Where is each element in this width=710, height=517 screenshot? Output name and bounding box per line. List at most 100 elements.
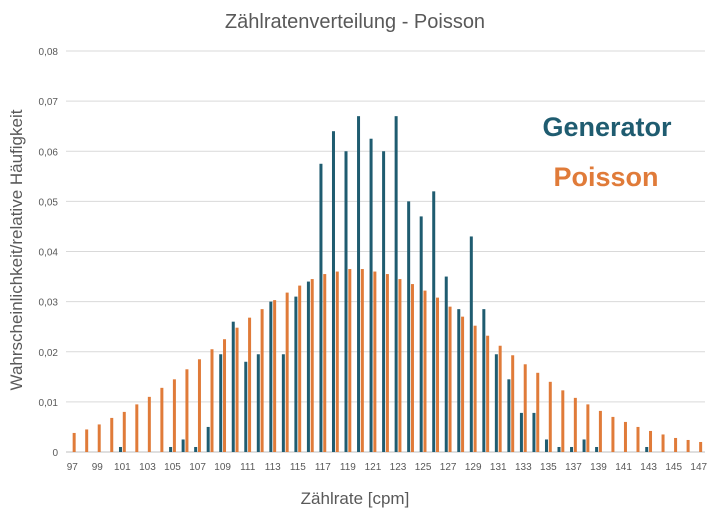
gridlines — [66, 50, 705, 453]
bar-poisson-126 — [436, 297, 440, 452]
bar-poisson-97 — [72, 432, 76, 452]
x-tick-label: 97 — [67, 462, 79, 473]
x-tick-label: 131 — [490, 462, 507, 473]
bar-poisson-107 — [197, 359, 201, 452]
y-tick-label: 0 — [52, 448, 58, 459]
bar-generator-139 — [595, 446, 599, 452]
x-tick-label: 123 — [390, 462, 407, 473]
bar-poisson-105 — [172, 379, 176, 452]
bar-generator-143 — [645, 446, 649, 452]
bar-generator-119 — [344, 151, 348, 452]
bar-poisson-123 — [398, 279, 402, 452]
bar-generator-133 — [519, 412, 523, 452]
bar-poisson-144 — [661, 434, 665, 452]
bar-poisson-135 — [548, 381, 552, 452]
bar-generator-122 — [382, 151, 386, 452]
bar-poisson-132 — [511, 355, 515, 452]
x-tick-label: 107 — [189, 462, 206, 473]
bar-poisson-131 — [498, 345, 502, 452]
x-tick-label: 135 — [540, 462, 557, 473]
bar-poisson-140 — [611, 416, 615, 452]
bar-generator-113 — [269, 301, 273, 453]
x-tick-label: 117 — [315, 462, 331, 473]
bar-generator-101 — [118, 446, 122, 452]
x-tick-label: 111 — [240, 462, 256, 473]
bar-generator-132 — [507, 379, 511, 452]
y-axis-title: Wahrscheinlichkeit/relative Häufigkeit — [7, 109, 26, 390]
bar-generator-120 — [357, 116, 361, 452]
bar-generator-116 — [306, 281, 310, 452]
bar-poisson-106 — [185, 369, 189, 452]
y-tick-label: 0,03 — [39, 298, 59, 309]
x-tick-label: 101 — [114, 462, 131, 473]
chart-title: Zählratenverteilung - Poisson — [225, 11, 485, 33]
bar-poisson-124 — [410, 284, 414, 452]
x-tick-labels: 97 99 101 103 105 107 109 111 113 115 117 119 121 123… — [67, 462, 708, 473]
bar-generator-129 — [469, 236, 473, 452]
bar-generator-124 — [407, 201, 411, 453]
x-tick-label: 141 — [615, 462, 632, 473]
bar-generator-109 — [219, 354, 223, 452]
bar-poisson-113 — [273, 300, 277, 452]
bar-generator-126 — [432, 191, 436, 452]
x-tick-label: 147 — [690, 462, 707, 473]
bar-generator-112 — [256, 354, 260, 452]
bar-generator-137 — [570, 446, 574, 452]
bar-generator-117 — [319, 163, 323, 452]
bar-generator-123 — [394, 116, 398, 452]
x-tick-label: 143 — [640, 462, 657, 473]
bar-generator-106 — [181, 439, 185, 452]
bar-poisson-118 — [335, 271, 339, 452]
bar-poisson-130 — [486, 335, 490, 452]
bar-poisson-98 — [85, 429, 89, 452]
bar-poisson-103 — [147, 396, 151, 452]
bar-poisson-129 — [473, 325, 477, 452]
bar-poisson-121 — [373, 271, 377, 452]
bar-generator-134 — [532, 412, 536, 452]
bar-generator-108 — [206, 426, 210, 452]
bar-poisson-100 — [110, 417, 114, 452]
bar-poisson-120 — [360, 269, 364, 452]
bar-poisson-125 — [423, 290, 427, 452]
x-tick-label: 121 — [365, 462, 382, 473]
y-tick-label: 0,05 — [39, 197, 59, 208]
bar-poisson-114 — [285, 292, 289, 452]
x-tick-label: 109 — [214, 462, 231, 473]
bar-generator-138 — [582, 439, 586, 452]
bar-poisson-122 — [385, 274, 389, 452]
bar-generator-121 — [369, 138, 373, 452]
bar-poisson-108 — [210, 349, 214, 452]
bar-poisson-147 — [699, 441, 703, 452]
bar-poisson-146 — [686, 439, 690, 452]
y-tick-label: 0,07 — [39, 97, 59, 108]
bar-generator-111 — [244, 361, 248, 452]
legend-generator: Generator — [542, 112, 672, 142]
bar-generator-110 — [231, 321, 235, 452]
bar-poisson-139 — [598, 410, 602, 452]
x-tick-label: 145 — [665, 462, 682, 473]
x-axis-title: Zählrate [cpm] — [301, 489, 410, 508]
bar-poisson-141 — [623, 421, 627, 452]
x-tick-label: 137 — [565, 462, 582, 473]
bar-generator-135 — [544, 439, 548, 452]
bar-poisson-111 — [248, 317, 252, 452]
bar-poisson-101 — [122, 411, 126, 452]
bar-generator-136 — [557, 446, 561, 452]
bar-poisson-145 — [674, 437, 678, 452]
bar-poisson-110 — [235, 327, 239, 452]
bar-generator-130 — [482, 309, 486, 452]
y-tick-label: 0,06 — [39, 147, 59, 158]
bar-poisson-117 — [323, 274, 327, 452]
bar-poisson-115 — [298, 285, 302, 452]
bar-generator-128 — [457, 309, 461, 452]
bar-generator-107 — [194, 446, 198, 452]
y-tick-label: 0,08 — [39, 47, 59, 58]
bars — [72, 116, 703, 453]
y-tick-labels: 0 0,01 0,02 0,03 0,04 0,05 0,06 0,07 0,08 — [39, 47, 59, 459]
x-tick-label: 133 — [515, 462, 532, 473]
x-tick-label: 99 — [92, 462, 104, 473]
bar-poisson-109 — [223, 339, 227, 452]
bar-poisson-102 — [135, 404, 139, 452]
bar-generator-125 — [419, 216, 423, 452]
bar-generator-115 — [294, 296, 298, 452]
